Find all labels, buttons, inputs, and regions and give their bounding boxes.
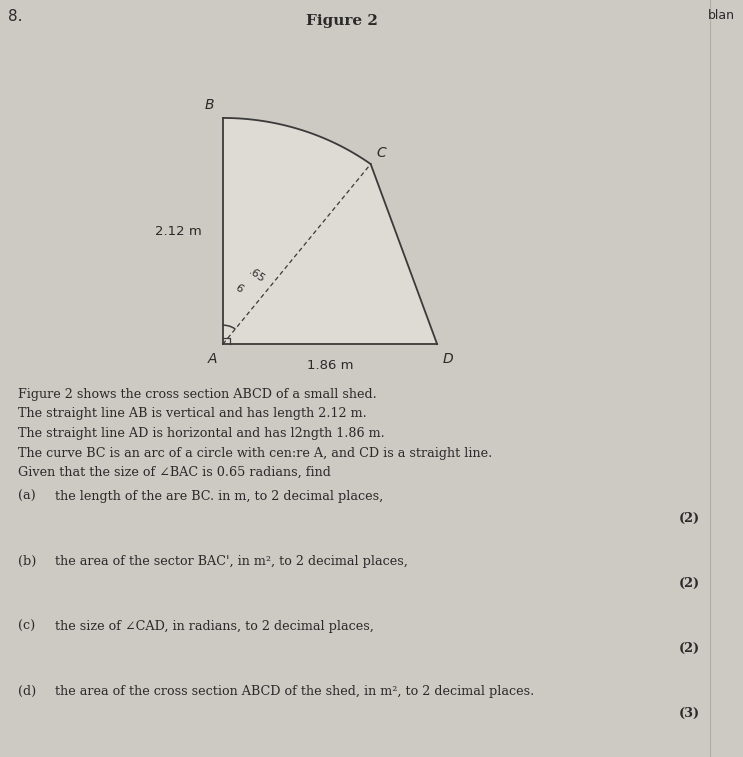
Text: 6: 6 <box>233 282 244 294</box>
Text: The curve BC is an arc of a circle with cen:re A, and CD is a straight line.: The curve BC is an arc of a circle with … <box>18 447 493 459</box>
Text: Given that the size of ∠BAC is 0.65 radians, find: Given that the size of ∠BAC is 0.65 radi… <box>18 466 331 479</box>
Text: A: A <box>207 352 217 366</box>
Polygon shape <box>223 118 437 344</box>
Text: the length of the are BC. in m, to 2 decimal places,: the length of the are BC. in m, to 2 dec… <box>55 490 383 503</box>
Text: (2): (2) <box>679 577 700 590</box>
Text: the size of ∠CAD, in radians, to 2 decimal places,: the size of ∠CAD, in radians, to 2 decim… <box>55 620 374 633</box>
Text: Figure 2: Figure 2 <box>306 14 377 28</box>
Text: (b): (b) <box>18 555 36 568</box>
Text: D: D <box>443 352 454 366</box>
Text: the area of the sector BAC', in m², to 2 decimal places,: the area of the sector BAC', in m², to 2… <box>55 555 408 568</box>
Text: 1.86 m: 1.86 m <box>307 360 353 372</box>
Text: (a): (a) <box>18 490 36 503</box>
Text: (3): (3) <box>679 707 700 720</box>
Text: The straight line AD is horizontal and has l2ngth 1.86 m.: The straight line AD is horizontal and h… <box>18 427 385 440</box>
Text: 2.12 m: 2.12 m <box>155 225 202 238</box>
Text: (2): (2) <box>679 642 700 655</box>
Text: 8.: 8. <box>8 9 22 24</box>
Text: Figure 2 shows the cross section ABCD of a small shed.: Figure 2 shows the cross section ABCD of… <box>18 388 377 401</box>
Text: (c): (c) <box>18 620 35 633</box>
Text: B: B <box>204 98 214 113</box>
Text: the area of the cross section ABCD of the shed, in m², to 2 decimal places.: the area of the cross section ABCD of th… <box>55 685 534 698</box>
Text: blan: blan <box>708 9 735 22</box>
Text: .65: .65 <box>247 267 267 285</box>
Text: (d): (d) <box>18 685 36 698</box>
Text: C: C <box>377 146 386 160</box>
Text: (2): (2) <box>679 512 700 525</box>
Text: The straight line AB is vertical and has length 2.12 m.: The straight line AB is vertical and has… <box>18 407 367 420</box>
